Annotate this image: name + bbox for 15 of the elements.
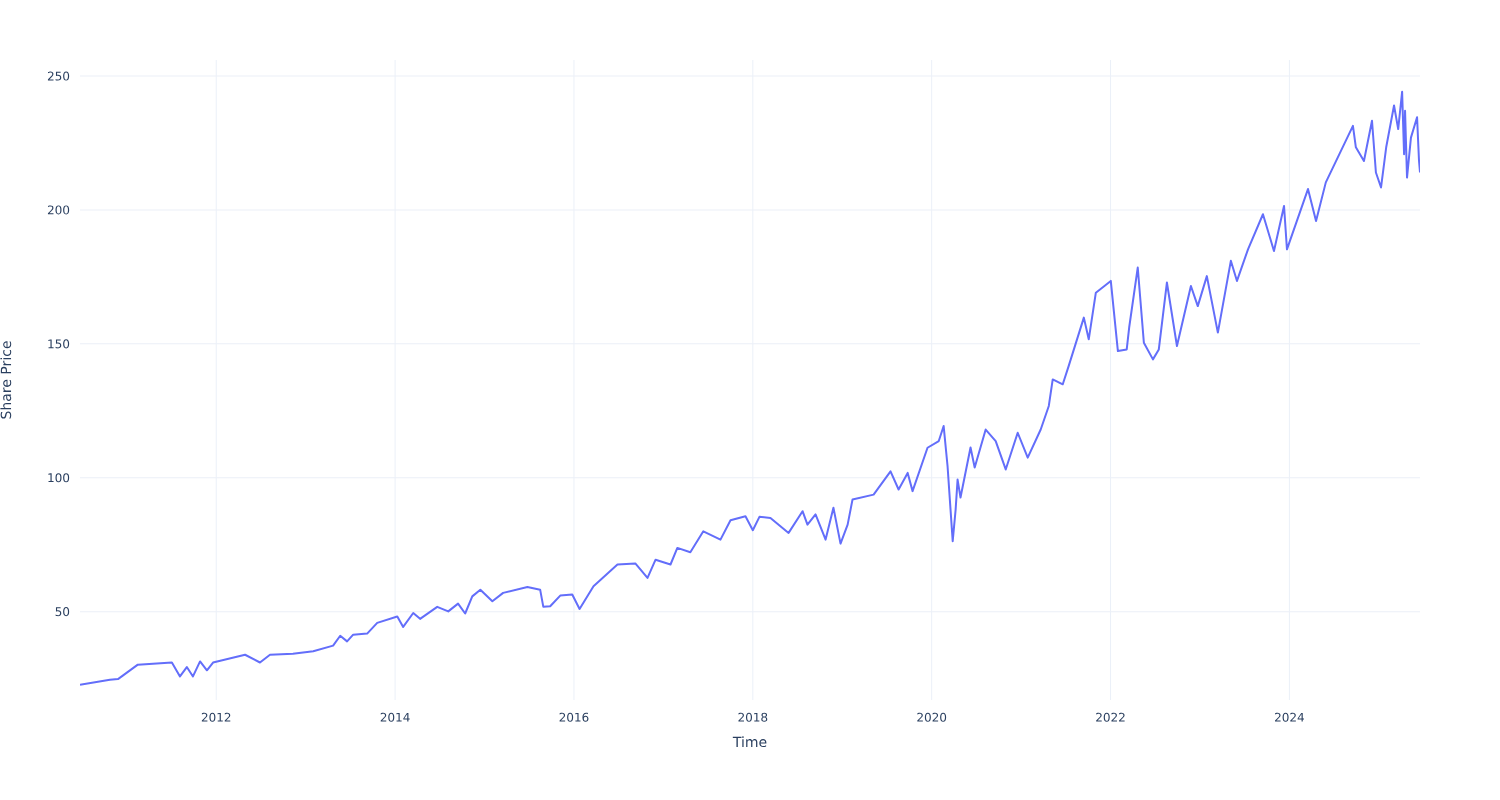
y-tick-label: 150 <box>48 339 70 349</box>
x-tick-label: 2016 <box>559 712 589 722</box>
x-tick-label: 2012 <box>201 712 231 722</box>
x-tick-label: 2024 <box>1275 712 1304 722</box>
y-axis-title: Share Price <box>0 341 12 419</box>
x-tick-label: 2020 <box>917 712 947 722</box>
x-tick-label: 2018 <box>738 712 768 722</box>
x-tick-label: 2022 <box>1096 712 1125 722</box>
x-tick-label: 2014 <box>380 712 410 722</box>
line-series <box>80 90 1420 686</box>
y-tick-label: 50 <box>55 607 70 617</box>
x-axis-title: Time <box>732 736 767 748</box>
y-tick-label: 200 <box>47 205 70 215</box>
y-tick-label: 100 <box>48 473 70 483</box>
y-tick-label: 250 <box>47 71 70 81</box>
